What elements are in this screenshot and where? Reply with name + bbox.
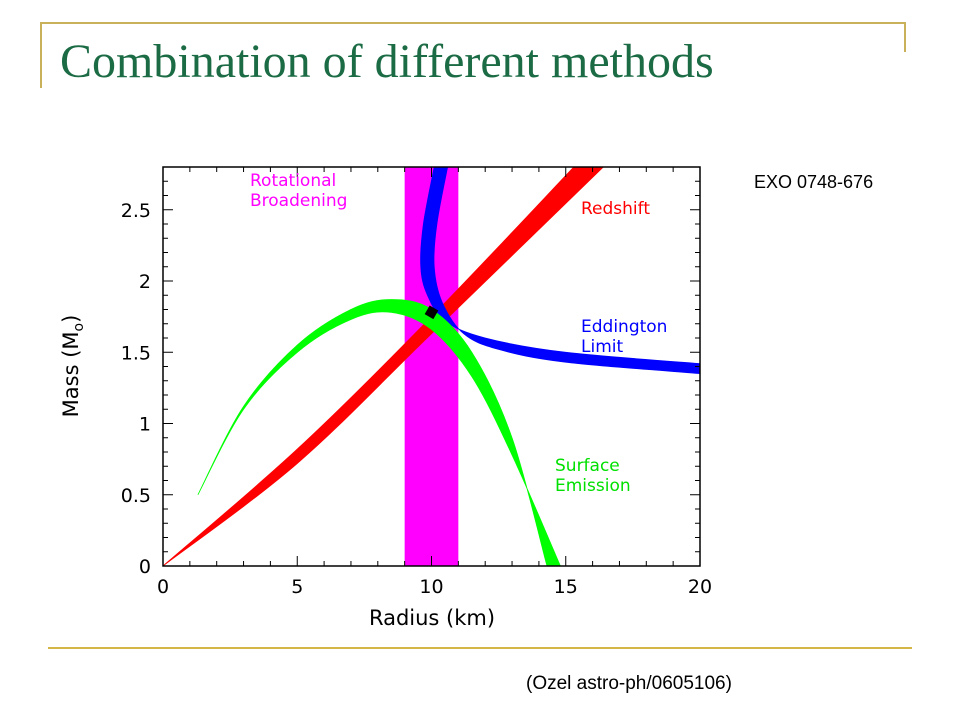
x-tick-label: 5	[291, 576, 303, 598]
y-tick-label: 0.5	[121, 485, 151, 507]
y-tick-label: 2	[139, 271, 151, 293]
series-eddington-limit-band	[420, 167, 700, 375]
frame-top-rule	[40, 22, 906, 24]
series-label-redshift: Redshift	[581, 199, 650, 219]
series-label-eddington-limit: Eddington Limit	[581, 317, 667, 357]
y-axis-label: Mass (Mo)	[59, 315, 87, 418]
solution-point-marker	[424, 305, 439, 320]
source-label: EXO 0748-676	[754, 172, 874, 192]
x-tick-label: 0	[157, 576, 169, 598]
footer-rule	[48, 647, 912, 649]
y-tick-label: 0	[139, 556, 151, 578]
y-tick-label: 1.5	[121, 342, 151, 364]
x-axis-label: Radius (km)	[369, 606, 495, 630]
series-label-rotational-broadening: Rotational Broadening	[250, 171, 347, 211]
y-tick-label: 2.5	[121, 200, 151, 222]
x-tick-label: 15	[554, 576, 578, 598]
series-surface-emission-band	[197, 299, 561, 566]
y-axis-label-suffix: )	[59, 315, 83, 323]
y-tick-label: 1	[139, 414, 151, 436]
series-label-surface-emission: Surface Emission	[555, 456, 631, 496]
frame-left-rule	[40, 22, 42, 88]
citation-text: (Ozel astro-ph/0605106)	[526, 673, 732, 694]
y-axis-label-subscript: o	[71, 323, 87, 332]
x-tick-label: 20	[688, 576, 712, 598]
series-redshift-band	[163, 167, 604, 566]
axis-ticks: 0 5 10 15 20 0 0.5 1 1.5 2 2.5	[121, 166, 712, 598]
x-tick-label: 10	[419, 576, 443, 598]
plot-region	[163, 167, 700, 566]
slide-title: Combination of different methods	[60, 35, 714, 88]
frame-right-rule	[904, 22, 906, 52]
